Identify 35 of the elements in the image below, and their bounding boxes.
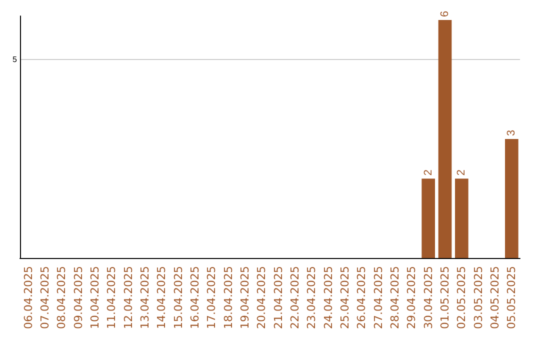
x-tick-label: 19.04.2025	[238, 266, 252, 330]
x-tick-label: 12.04.2025	[122, 266, 135, 330]
x-tick-label: 23.04.2025	[305, 266, 318, 330]
x-tick-label: 08.04.2025	[55, 266, 68, 330]
data-label: 6	[439, 10, 451, 17]
x-tick-label: 07.04.2025	[38, 266, 52, 330]
x-tick-label: 21.04.2025	[272, 266, 285, 330]
x-tick-label: 11.04.2025	[105, 266, 118, 330]
x-tick-label: 14.04.2025	[155, 266, 168, 330]
x-tick-label: 27.04.2025	[372, 266, 385, 330]
x-tick-label: 01.05.2025	[438, 266, 452, 330]
x-tick-label: 13.04.2025	[138, 266, 152, 330]
y-tick-label: 5	[12, 55, 18, 64]
x-tick-label: 03.05.2025	[472, 266, 485, 330]
x-tick-label: 20.04.2025	[255, 266, 268, 330]
x-tick-label: 04.05.2025	[488, 266, 502, 330]
data-label: 2	[422, 170, 434, 176]
x-tick-label: 16.04.2025	[188, 266, 202, 330]
data-label: 2	[456, 170, 468, 176]
x-tick-label: 02.05.2025	[455, 266, 468, 330]
x-tick-label: 06.04.2025	[22, 266, 35, 330]
x-tick-label: 05.05.2025	[505, 266, 518, 330]
x-tick-label: 24.04.2025	[322, 266, 335, 330]
x-tick-label: 15.04.2025	[172, 266, 185, 330]
x-tick-label: 30.04.2025	[422, 266, 435, 330]
x-tick-label: 25.04.2025	[338, 266, 352, 330]
x-tick-label: 29.04.2025	[405, 266, 418, 330]
x-tick-label: 28.04.2025	[388, 266, 402, 330]
x-tick-label: 09.04.2025	[72, 266, 85, 330]
data-label: 3	[506, 130, 518, 136]
x-tick-label: 22.04.2025	[288, 266, 302, 330]
x-tick-label: 10.04.2025	[88, 266, 102, 330]
x-tick-label: 17.04.2025	[205, 266, 218, 330]
x-tick-label: 18.04.2025	[222, 266, 235, 330]
x-tick-label: 26.04.2025	[355, 266, 368, 330]
